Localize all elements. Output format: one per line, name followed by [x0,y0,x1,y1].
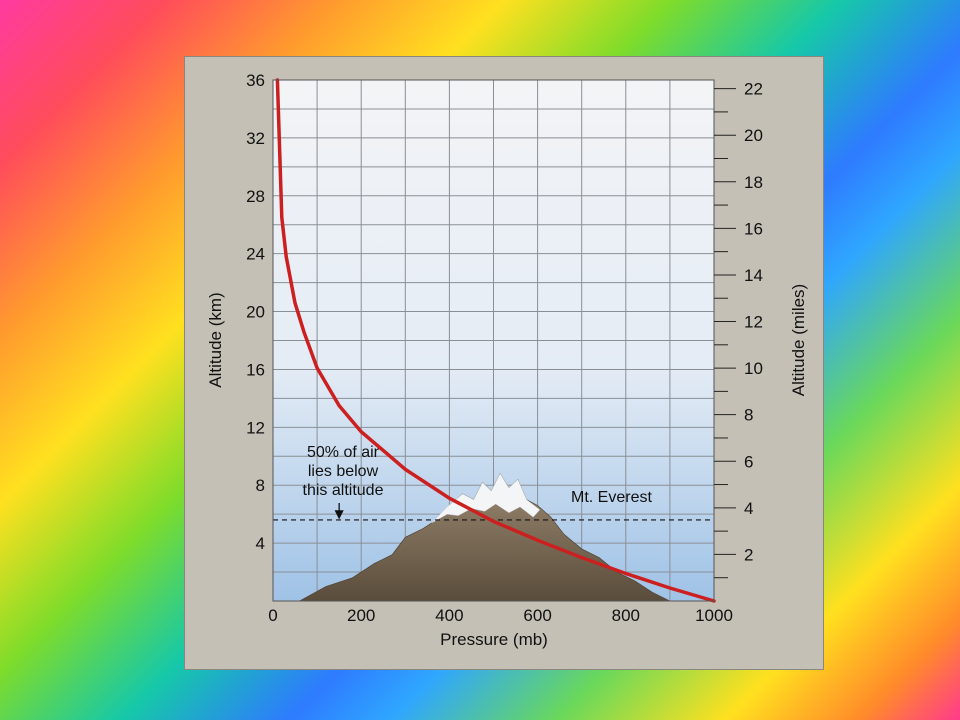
half-air-annotation-line2: lies below [308,463,379,480]
y2-tick-label: 4 [744,499,753,518]
x-axis-label: Pressure (mb) [440,630,548,649]
y2-tick-label: 16 [744,219,763,238]
y-tick-label: 12 [246,418,265,437]
y2-tick-label: 8 [744,406,753,425]
y2-tick-label: 2 [744,545,753,564]
half-air-arrow [334,503,344,520]
y2-tick-label: 22 [744,80,763,99]
x-axis-ticks: 0 200 400 600 800 1000 [268,606,733,625]
plot-frame [272,79,715,602]
y2-tick-label: 14 [744,266,763,285]
y-tick-label: 32 [246,129,265,148]
y2-axis-label: Altitude (miles) [789,284,808,396]
x-tick-label: 1000 [695,606,733,625]
y-tick-label: 8 [256,476,265,495]
x-tick-label: 800 [612,606,640,625]
everest-label: Mt. Everest [571,489,652,506]
y-tick-label: 28 [246,187,265,206]
y-tick-label: 20 [246,303,265,322]
y-tick-label: 24 [246,245,265,264]
y-tick-label: 16 [246,360,265,379]
y2-tick-label: 6 [744,452,753,471]
x-tick-label: 0 [268,606,277,625]
y2-tick-label: 20 [744,126,763,145]
half-air-annotation-line3: this altitude [303,482,384,499]
x-tick-label: 400 [435,606,463,625]
y2-axis-ticks: 2 4 6 8 10 12 14 16 18 20 22 [714,80,763,579]
x-tick-label: 600 [523,606,551,625]
x-tick-label: 200 [347,606,375,625]
y2-tick-label: 10 [744,359,763,378]
y2-tick-label: 18 [744,173,763,192]
y-tick-label: 36 [246,71,265,90]
y-axis-label: Altitude (km) [206,292,225,387]
y-tick-label: 4 [256,534,265,553]
y2-tick-label: 12 [744,313,763,332]
y-axis-ticks: 4 8 12 16 20 24 28 32 36 [246,71,265,553]
pressure-curve [275,78,716,603]
half-air-annotation-line1: 50% of air [307,444,380,461]
mountain-snow-cap [431,473,541,524]
